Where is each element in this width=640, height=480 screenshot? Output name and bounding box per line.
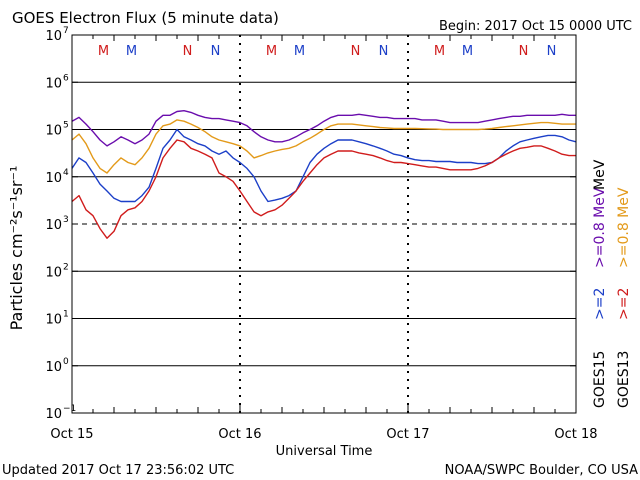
marker-n: N	[519, 44, 529, 59]
begin-label: Begin: 2017 Oct 15 0000 UTC	[439, 19, 632, 34]
x-tick-label: Oct 17	[386, 427, 429, 442]
marker-m: M	[294, 44, 305, 59]
legend-goes13: GOES13	[616, 351, 632, 408]
marker-n: N	[183, 44, 193, 59]
credit-text: NOAA/SWPC Boulder, CO USA	[445, 463, 638, 478]
x-axis-label: Universal Time	[276, 444, 373, 459]
marker-m: M	[98, 44, 109, 59]
legend-goes15: GOES15	[592, 351, 608, 408]
series-line-goes13-0p8mev	[71, 119, 576, 174]
chart-title: GOES Electron Flux (5 minute data)	[12, 9, 279, 27]
marker-n: N	[547, 44, 557, 59]
y-tick-label: 10	[45, 265, 62, 280]
y-tick-label: 10	[45, 171, 62, 186]
legend-mev: MeV	[592, 159, 608, 190]
series-lines	[71, 109, 577, 239]
x-tick-label: Oct 16	[218, 427, 261, 442]
series-line-goes13-2mev	[71, 139, 576, 239]
y-tick-label: 10	[45, 218, 62, 233]
y-tick-exponent: 6	[63, 73, 69, 83]
y-tick-exponent: 5	[63, 121, 69, 131]
x-axis-ticks: Oct 15 Oct 16 Oct 17 Oct 18	[50, 35, 598, 442]
plot-frame	[71, 34, 577, 414]
marker-m: M	[266, 44, 277, 59]
y-tick-exponent: −1	[63, 404, 76, 414]
x-tick-label: Oct 18	[554, 427, 597, 442]
y-tick-label: 10	[45, 360, 62, 375]
marker-m: M	[126, 44, 137, 59]
series-line-goes15-0p8mev	[71, 109, 576, 147]
y-tick-exponent: 1	[63, 310, 69, 320]
marker-n: N	[379, 44, 389, 59]
legend-blue-energy: >=2	[592, 288, 608, 320]
y-tick-exponent: 4	[63, 168, 69, 178]
y-tick-exponent: 0	[63, 357, 69, 367]
series-line-goes15-2mev	[71, 128, 577, 203]
y-tick-exponent: 3	[63, 215, 69, 225]
y-tick-label: 10	[45, 313, 62, 328]
y-tick-label: 10	[45, 124, 62, 139]
marker-n: N	[211, 44, 221, 59]
marker-m: M	[462, 44, 473, 59]
updated-timestamp: Updated 2017 Oct 17 23:56:02 UTC	[2, 463, 234, 478]
legend-purple-energy: >=0.8 MeV	[592, 187, 608, 268]
marker-m: M	[434, 44, 445, 59]
legend: GOES15 GOES13 >=2 >=2 >=0.8 MeV >=0.8 Me…	[592, 159, 632, 408]
y-tick-label: 10	[45, 29, 62, 44]
reference-lines	[72, 81, 576, 367]
marker-n: N	[351, 44, 361, 59]
y-tick-label: 10	[45, 76, 62, 91]
legend-red-energy: >=2	[616, 288, 632, 320]
y-tick-exponent: 7	[63, 26, 69, 36]
x-tick-label: Oct 15	[50, 427, 93, 442]
y-tick-exponent: 2	[63, 262, 69, 272]
legend-orange-energy: >=0.8 MeV	[616, 187, 632, 268]
y-tick-label: 10	[45, 407, 62, 422]
y-axis-label: Particles cm⁻²s⁻¹sr⁻¹	[7, 166, 26, 331]
